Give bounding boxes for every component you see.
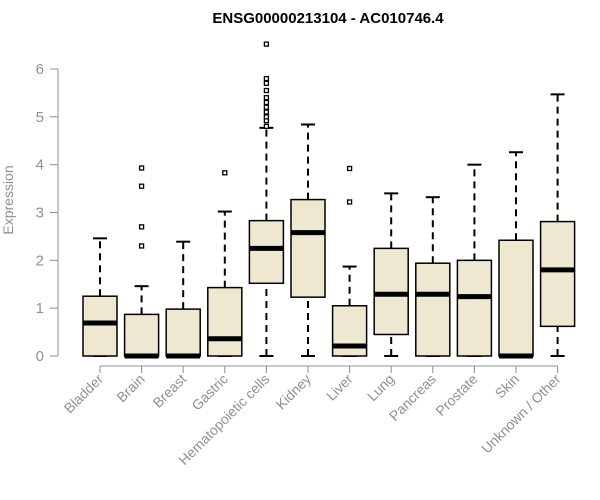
y-axis-label: Expression bbox=[0, 165, 16, 234]
box-rect bbox=[123, 313, 160, 357]
x-tick-label: Skin bbox=[492, 371, 523, 402]
outlier-point bbox=[263, 109, 270, 115]
outlier-point bbox=[263, 41, 270, 47]
outlier-point bbox=[263, 114, 270, 120]
outlier-point bbox=[138, 224, 145, 230]
outlier-point bbox=[263, 123, 270, 130]
box-liver bbox=[331, 165, 368, 357]
outlier-point bbox=[263, 87, 270, 94]
box-rect bbox=[165, 308, 201, 357]
box-brain bbox=[123, 165, 160, 359]
box-rect bbox=[373, 247, 409, 336]
box-hematopoietic-cells bbox=[248, 41, 285, 357]
outlier-point bbox=[138, 183, 145, 189]
outlier-point bbox=[138, 165, 145, 171]
outlier-point bbox=[263, 95, 270, 101]
y-axis: 0 1 2 3 4 5 6 bbox=[36, 61, 59, 365]
y-tick-label: 0 bbox=[36, 348, 44, 365]
box-pancreas bbox=[415, 196, 451, 357]
boxes-layer bbox=[82, 41, 576, 359]
y-tick-label: 5 bbox=[36, 109, 44, 126]
box-rect bbox=[331, 305, 368, 357]
box-prostate bbox=[456, 163, 493, 357]
box-kidney bbox=[290, 123, 326, 357]
box-rect bbox=[248, 219, 285, 285]
outlier-point bbox=[263, 75, 270, 82]
x-tick-label: Brain bbox=[113, 371, 147, 405]
y-tick-label: 6 bbox=[36, 61, 44, 78]
box-bladder bbox=[82, 237, 118, 357]
outlier-point bbox=[138, 243, 145, 249]
box-breast bbox=[165, 240, 201, 359]
box-rect bbox=[82, 295, 118, 357]
outlier-point bbox=[263, 80, 270, 86]
outlier-point bbox=[222, 170, 228, 176]
outlier-point bbox=[263, 99, 270, 106]
x-tick-label: Kidney bbox=[273, 371, 315, 413]
x-tick-label: Liver bbox=[323, 371, 356, 404]
x-tick-label: Lung bbox=[364, 371, 397, 404]
y-tick-label: 4 bbox=[36, 157, 44, 174]
outlier-point bbox=[346, 199, 353, 205]
outlier-point bbox=[346, 165, 353, 172]
y-tick-label: 2 bbox=[36, 252, 44, 269]
box-rect bbox=[539, 220, 576, 328]
box-rect bbox=[290, 198, 326, 298]
y-tick-label: 1 bbox=[36, 300, 44, 317]
x-tick-label: Bladder bbox=[61, 371, 107, 417]
box-rect bbox=[456, 259, 493, 357]
box-lung bbox=[373, 192, 409, 357]
x-tick-label: Breast bbox=[149, 371, 189, 411]
box-unknown-other bbox=[539, 93, 576, 357]
box-rect bbox=[415, 262, 451, 357]
box-gastric bbox=[207, 170, 243, 357]
outlier-point bbox=[263, 104, 270, 110]
y-tick-label: 3 bbox=[36, 205, 44, 222]
box-skin bbox=[498, 151, 534, 359]
box-rect bbox=[207, 286, 243, 357]
box-rect bbox=[498, 239, 534, 357]
x-tick-label: Unknown / Other bbox=[478, 371, 564, 457]
x-tick-label: Prostate bbox=[432, 371, 480, 419]
chart-title: ENSG00000213104 - AC010746.4 bbox=[212, 10, 444, 27]
